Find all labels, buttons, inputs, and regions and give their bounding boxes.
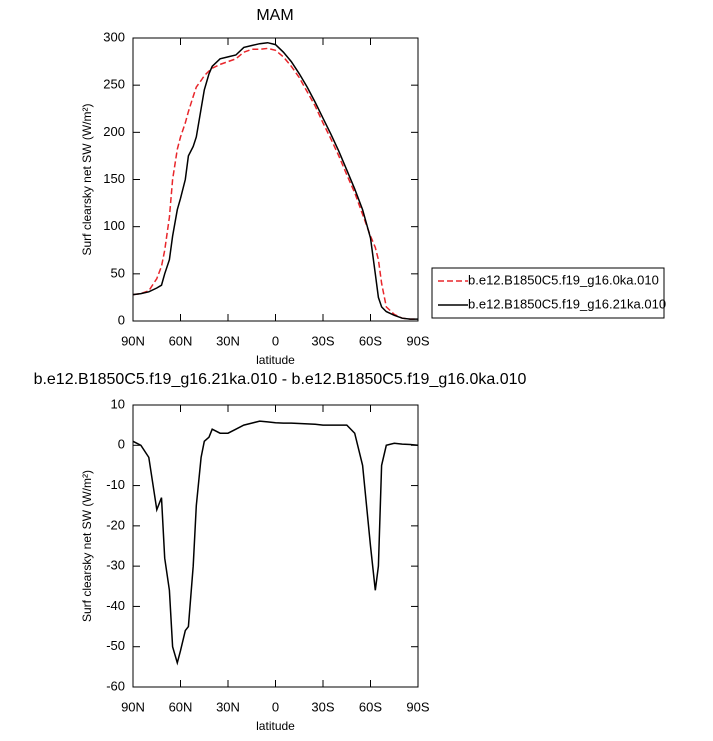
y-tick-label: 0 — [118, 312, 125, 327]
x-tick-label: 30N — [216, 333, 240, 348]
x-tick-label: 90S — [406, 333, 429, 348]
data-line — [132, 41, 418, 320]
plot-frame — [132, 37, 419, 322]
x-tick-label: 60S — [359, 333, 382, 348]
plot-frame — [132, 404, 419, 688]
x-tick-label: 30N — [216, 699, 240, 714]
y-tick-label: -30 — [106, 558, 125, 573]
y-axis-label: Surf clearsky net SW (W/m²) — [80, 103, 94, 255]
y-tick-label: -50 — [106, 638, 125, 653]
x-axis-label: latitude — [256, 353, 295, 367]
x-tick-label: 30S — [311, 699, 334, 714]
y-tick-label: 150 — [103, 171, 125, 186]
y-tick-label: 100 — [103, 218, 125, 233]
data-line — [132, 420, 419, 666]
x-tick-label: 90S — [406, 699, 429, 714]
y-tick-label: -10 — [106, 477, 125, 492]
chart-title: MAM — [256, 7, 293, 24]
y-tick-label: 10 — [111, 396, 125, 411]
legend-label: b.e12.B1850C5.f19_g16.21ka.010 — [468, 296, 666, 311]
x-tick-label: 60N — [169, 699, 193, 714]
x-tick-label: 90N — [121, 333, 145, 348]
y-tick-label: 200 — [103, 124, 125, 139]
x-axis-label: latitude — [256, 719, 295, 733]
y-tick-label: 0 — [118, 437, 125, 452]
legend-label: b.e12.B1850C5.f19_g16.0ka.010 — [468, 272, 659, 287]
y-tick-label: -20 — [106, 517, 125, 532]
x-tick-label: 30S — [311, 333, 334, 348]
y-tick-label: 250 — [103, 77, 125, 92]
y-axis-label: Surf clearsky net SW (W/m²) — [80, 470, 94, 622]
x-tick-label: 60S — [359, 699, 382, 714]
data-line — [132, 47, 418, 320]
x-tick-label: 90N — [121, 699, 145, 714]
x-tick-label: 60N — [169, 333, 193, 348]
x-tick-label: 0 — [272, 333, 279, 348]
y-tick-label: -40 — [106, 598, 125, 613]
chart-title: b.e12.B1850C5.f19_g16.21ka.010 - b.e12.B… — [34, 371, 527, 388]
legend-box — [431, 267, 665, 319]
y-tick-label: -60 — [106, 678, 125, 693]
x-tick-label: 0 — [272, 699, 279, 714]
y-tick-label: 50 — [111, 265, 125, 280]
y-tick-label: 300 — [103, 29, 125, 44]
